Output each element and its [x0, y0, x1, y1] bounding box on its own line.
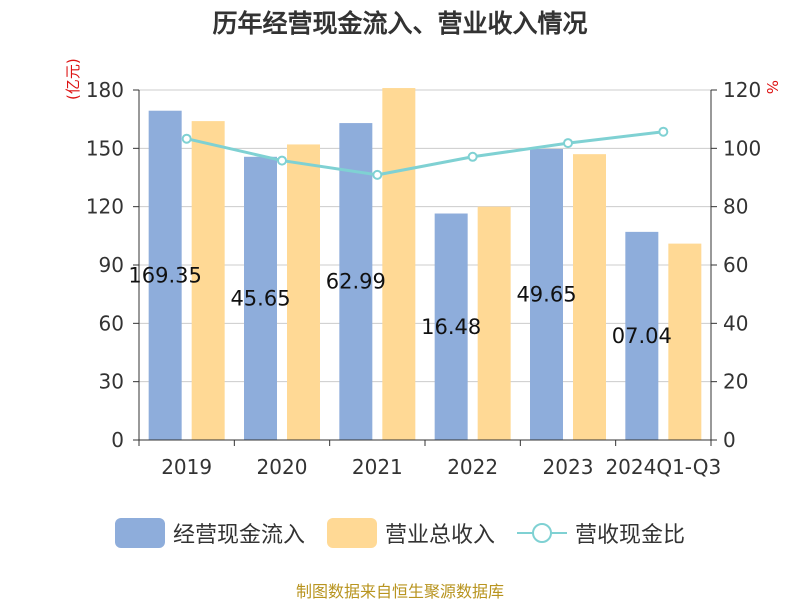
chart-title: 历年经营现金流入、营业收入情况: [212, 9, 588, 38]
legend: 经营现金流入 营业总收入 营收现金比: [0, 517, 800, 549]
x-tick-label: 2023: [543, 455, 594, 479]
y-left-tick-label: 60: [99, 311, 124, 335]
y-right-tick-label: 0: [723, 428, 736, 452]
y-right-tick-label: 40: [723, 311, 748, 335]
data-label: 16.48: [421, 315, 481, 339]
y-right-tick-label: 80: [723, 195, 748, 219]
legend-item-revenue[interactable]: 营业总收入: [326, 517, 495, 549]
bar-cash-inflow: [339, 123, 373, 440]
bar-cash-inflow: [244, 156, 277, 440]
x-tick-label: 2019: [161, 455, 212, 479]
y-left-tick-label: 30: [99, 370, 124, 394]
data-label: 49.65: [516, 283, 576, 307]
y-left-tick-label: 120: [86, 195, 124, 219]
y-right-tick-label: 20: [723, 370, 748, 394]
data-label: 07.04: [612, 324, 672, 348]
bar-revenue: [287, 144, 320, 440]
x-tick-label: 2021: [352, 455, 403, 479]
data-label: 169.35: [128, 263, 201, 287]
ratio-point: [467, 151, 478, 162]
data-label: 62.99: [326, 270, 386, 294]
y-left-tick-label: 0: [111, 428, 124, 452]
x-tick-label: 2020: [257, 455, 308, 479]
y-right-tick-label: 100: [723, 136, 761, 160]
y-left-tick-label: 150: [86, 136, 124, 160]
x-tick-label: 2024Q1-Q3: [605, 455, 721, 479]
legend-label-revenue: 营业总收入: [384, 523, 495, 548]
ratio-point: [658, 126, 669, 137]
y-left-tick-label: 180: [86, 78, 124, 102]
y-left-tick-label: 90: [99, 253, 124, 277]
ratio-line: [186, 130, 664, 177]
bar-revenue: [477, 206, 511, 440]
x-tick-label: 2022: [447, 455, 498, 479]
legend-item-cash-inflow[interactable]: 经营现金流入: [114, 517, 305, 549]
bar-cash-inflow: [148, 110, 182, 440]
legend-swatch-revenue: [326, 518, 377, 548]
legend-item-ratio[interactable]: 营收现金比: [517, 517, 685, 549]
legend-swatch-cash-inflow: [114, 518, 165, 548]
data-label: 45.65: [230, 286, 290, 310]
legend-label-ratio: 营收现金比: [575, 523, 686, 548]
ratio-point: [372, 169, 383, 180]
bar-revenue: [191, 121, 225, 440]
y-right-tick-label: 60: [723, 253, 748, 277]
data-source-note: 制图数据来自恒生聚源数据库: [295, 582, 504, 601]
bar-revenue: [668, 243, 702, 440]
bar-cash-inflow: [625, 231, 659, 440]
bar-cash-inflow: [434, 213, 468, 440]
legend-line-marker-icon: [517, 523, 567, 543]
y-right-tick-label: 120: [723, 78, 761, 102]
legend-label-cash-inflow: 经营现金流入: [172, 523, 305, 548]
ratio-point: [277, 155, 287, 166]
ratio-point: [181, 133, 192, 144]
bar-revenue: [382, 88, 416, 441]
bar-cash-inflow: [530, 149, 563, 440]
ratio-point: [563, 138, 573, 149]
bar-revenue: [573, 154, 606, 440]
